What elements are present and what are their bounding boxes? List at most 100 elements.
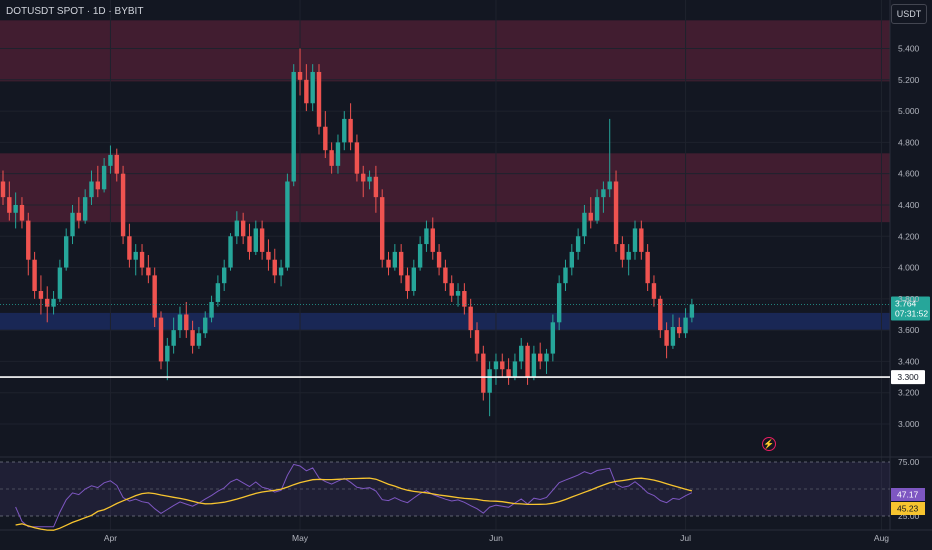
price-tick-label: 5.200 [898, 75, 920, 85]
candle-body [222, 267, 227, 284]
rsi-value-label: 47.17 [897, 490, 919, 500]
candle-body [361, 173, 366, 182]
candle-body [89, 181, 94, 198]
candle-body [380, 197, 385, 260]
last-price-label: 3.764 [895, 298, 917, 308]
candle-body [278, 267, 284, 276]
flash-icon[interactable]: ⚡ [762, 437, 776, 451]
candle-body [51, 298, 56, 307]
candle-body [259, 228, 265, 252]
time-tick-label: Aug [874, 533, 889, 543]
candle-body [158, 317, 164, 362]
candle-body [101, 165, 107, 190]
candle-body [127, 236, 132, 260]
candle-body [297, 71, 303, 80]
candle-body [430, 228, 435, 252]
candle-body [651, 283, 657, 299]
candle-body [0, 181, 6, 198]
zone-2 [0, 312, 890, 331]
rsi-ma-line [15, 477, 693, 531]
candle-body [64, 236, 69, 268]
candle-body [639, 228, 644, 252]
candles-layer [0, 48, 695, 417]
candle-body [114, 154, 119, 174]
candle-body [601, 189, 606, 198]
candle-body [291, 71, 296, 182]
support-price-tag [891, 370, 925, 385]
candle-body [519, 345, 524, 362]
rsi-ma-label: 45.23 [897, 504, 919, 514]
candle-body [525, 345, 530, 378]
candle-body [184, 314, 189, 331]
rsi-level-label: 25.00 [898, 511, 920, 521]
candle-body [285, 181, 290, 268]
candle-body [335, 142, 341, 166]
price-tick-label: 3.000 [898, 419, 920, 429]
candle-body [405, 275, 410, 292]
zone-1 [0, 153, 890, 223]
candle-body [95, 181, 100, 190]
time-tick-label: Jul [680, 533, 691, 543]
candle-body [367, 176, 372, 182]
candle-body [171, 330, 176, 346]
candle-body [209, 301, 214, 318]
candle-body [563, 267, 568, 284]
candle-body [38, 291, 44, 299]
candle-body [512, 361, 518, 378]
candle-body [588, 212, 593, 221]
time-tick-label: Jun [489, 533, 503, 543]
candle-body [569, 251, 574, 268]
candle-body [323, 126, 328, 151]
candle-body [13, 204, 18, 213]
rsi-ma-tag [891, 502, 925, 515]
price-tick-label: 4.200 [898, 231, 920, 241]
candle-body [493, 361, 499, 370]
price-tick-label: 4.600 [898, 169, 920, 179]
candle-body [57, 267, 63, 299]
candle-body [354, 142, 360, 174]
candle-body [26, 220, 31, 260]
candle-body [348, 118, 353, 143]
candle-body [152, 275, 157, 318]
price-tick-label: 4.800 [898, 137, 920, 147]
candle-body [487, 369, 492, 393]
rsi-pane [0, 461, 890, 531]
currency-button[interactable]: USDT [891, 4, 927, 24]
candle-body [620, 244, 625, 260]
candle-body [82, 197, 88, 221]
candle-body [120, 173, 126, 237]
candle-body [462, 291, 467, 307]
candle-body [342, 118, 347, 143]
price-tick-label: 3.600 [898, 325, 920, 335]
candle-body [411, 267, 416, 292]
candle-body [146, 267, 151, 276]
rsi-value-tag [891, 488, 925, 501]
candle-body [594, 197, 600, 221]
price-tick-label: 3.200 [898, 388, 920, 398]
countdown-label: 07:31:52 [895, 308, 928, 318]
candle-body [304, 79, 309, 104]
candle-body [575, 236, 581, 252]
symbol-title: DOTUSDT SPOT · 1D · BYBIT [6, 6, 144, 17]
rsi-line [15, 463, 693, 528]
candle-body [215, 283, 221, 302]
candle-body [310, 71, 315, 104]
candle-body [538, 353, 543, 362]
candle-body [500, 361, 505, 370]
candle-body [506, 369, 511, 378]
candle-body [253, 228, 258, 252]
candle-body [626, 251, 631, 260]
candle-body [683, 317, 688, 334]
candle-body [70, 212, 75, 237]
price-tick-label: 3.800 [898, 294, 920, 304]
candle-body [240, 220, 246, 237]
candle-body [544, 353, 549, 362]
candle-body [165, 345, 170, 362]
candle-body [658, 298, 663, 331]
price-tick-label: 5.400 [898, 44, 920, 54]
candle-body [632, 228, 638, 252]
candle-body [531, 353, 537, 378]
candle-body [398, 251, 404, 276]
